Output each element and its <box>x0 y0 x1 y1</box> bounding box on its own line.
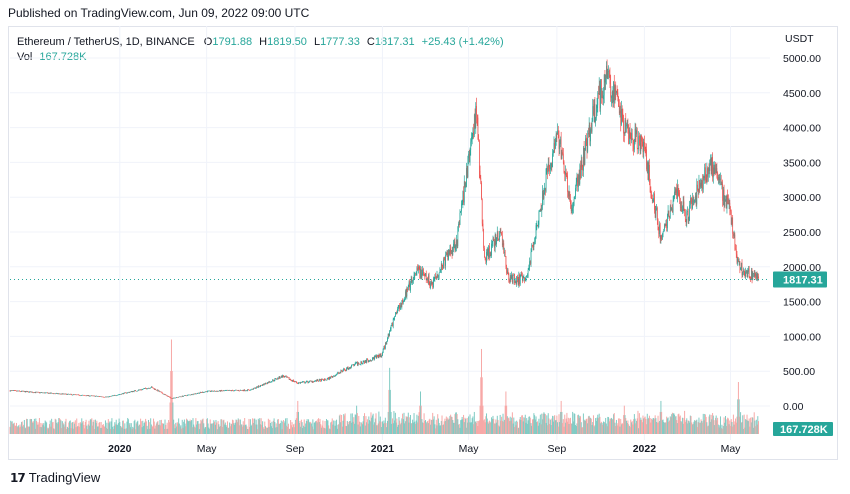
change-value: +25.43 (+1.42%) <box>421 36 504 48</box>
symbol-label[interactable]: Ethereum / TetherUS, 1D, BINANCE <box>17 36 195 48</box>
published-caption: Published on TradingView.com, Jun 09, 20… <box>8 6 310 20</box>
chart-frame <box>8 26 838 460</box>
close-label: C <box>366 36 375 48</box>
high-value: 1819.50 <box>267 36 307 48</box>
low-value: 1777.33 <box>320 36 360 48</box>
footer-brand-label: TradingView <box>28 470 101 485</box>
ohlc-legend: Ethereum / TetherUS, 1D, BINANCE O1791.8… <box>17 35 504 49</box>
low-label: L <box>313 36 321 48</box>
open-label: O <box>203 36 213 48</box>
high-label: H <box>259 36 268 48</box>
vol-value: 167.728K <box>39 51 87 63</box>
tradingview-logo-icon: 𝟭𝟳 <box>10 470 26 485</box>
close-value: 1817.31 <box>374 36 415 48</box>
volume-legend: Vol 167.728K <box>17 51 86 63</box>
vol-label: Vol <box>17 51 33 63</box>
footer-brand[interactable]: 𝟭𝟳 TradingView <box>10 470 100 485</box>
open-value: 1791.88 <box>212 36 253 48</box>
